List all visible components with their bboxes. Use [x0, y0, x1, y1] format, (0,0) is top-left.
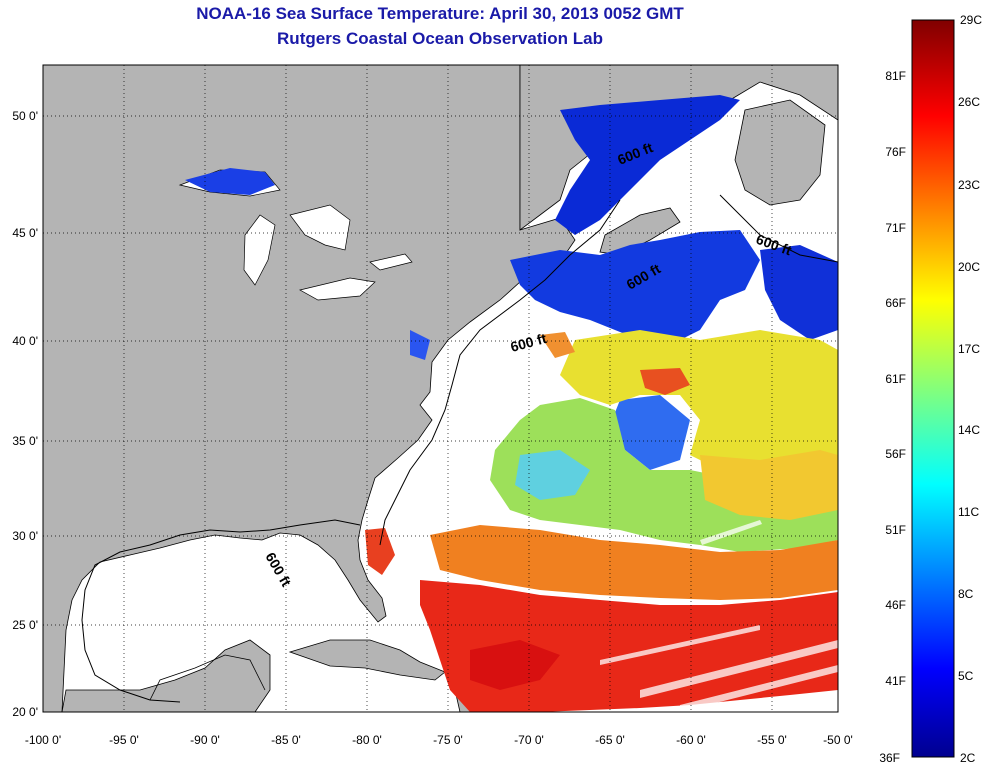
- celsius-label: 26C: [958, 95, 980, 109]
- lat-tick-label: 20 0': [12, 705, 38, 719]
- lon-tick-label: -85 0': [271, 733, 301, 747]
- fahrenheit-label: 51F: [885, 523, 906, 537]
- lat-tick-label: 25 0': [12, 618, 38, 632]
- land-north-america: [43, 65, 576, 712]
- lat-tick-label: 35 0': [12, 434, 38, 448]
- land-newfoundland: [734, 99, 826, 206]
- lon-tick-label: -50 0': [823, 733, 853, 747]
- sst-mid-waters: [490, 330, 838, 552]
- fahrenheit-label: 56F: [885, 447, 906, 461]
- colorbar: [911, 19, 955, 758]
- celsius-label: 14C: [958, 423, 980, 437]
- lon-tick-label: -60 0': [676, 733, 706, 747]
- fahrenheit-label: 36F: [879, 751, 900, 765]
- land-nova-scotia: [599, 207, 681, 256]
- lon-tick-label: -65 0': [595, 733, 625, 747]
- map-graticule: [43, 65, 838, 712]
- lon-tick-label: -95 0': [109, 733, 139, 747]
- lon-tick-label: -80 0': [352, 733, 382, 747]
- fahrenheit-label: 81F: [885, 69, 906, 83]
- sst-cold-waters: [185, 95, 838, 470]
- lat-tick-label: 40 0': [12, 334, 38, 348]
- lat-tick-label: 50 0': [12, 109, 38, 123]
- latitude-axis: 50 0' 45 0' 40 0' 35 0' 30 0' 25 0' 20 0…: [12, 109, 38, 719]
- map-frame: [42, 64, 839, 713]
- colorbar-celsius-labels: 29C 26C 23C 20C 17C 14C 11C 8C 5C 2C: [958, 13, 982, 765]
- celsius-label: 5C: [958, 669, 974, 683]
- celsius-label: 20C: [958, 260, 980, 274]
- lon-tick-label: -100 0': [25, 733, 61, 747]
- lon-tick-label: -90 0': [190, 733, 220, 747]
- celsius-label: 2C: [960, 751, 976, 765]
- map-subtitle: Rutgers Coastal Ocean Observation Lab: [277, 29, 603, 48]
- lon-tick-label: -75 0': [433, 733, 463, 747]
- fahrenheit-label: 66F: [885, 296, 906, 310]
- map-area: 600 ft 600 ft 600 ft 600 ft 600 ft: [43, 65, 838, 712]
- celsius-label: 23C: [958, 178, 980, 192]
- colorbar-fahrenheit-labels: 81F 76F 71F 66F 61F 56F 51F 46F 41F 36F: [879, 69, 906, 765]
- cloud-streaks: [600, 520, 838, 712]
- lat-tick-label: 45 0': [12, 226, 38, 240]
- sst-warm-waters: [365, 332, 838, 712]
- fahrenheit-label: 41F: [885, 674, 906, 688]
- fahrenheit-label: 46F: [885, 598, 906, 612]
- lat-tick-label: 30 0': [12, 529, 38, 543]
- isobath-600ft: [81, 194, 838, 703]
- fahrenheit-label: 71F: [885, 221, 906, 235]
- yucatan-shelf-contour: [149, 654, 266, 701]
- celsius-label: 8C: [958, 587, 974, 601]
- fahrenheit-label: 61F: [885, 372, 906, 386]
- fahrenheit-label: 76F: [885, 145, 906, 159]
- celsius-label: 29C: [960, 13, 982, 27]
- celsius-label: 17C: [958, 342, 980, 356]
- lon-tick-label: -70 0': [514, 733, 544, 747]
- celsius-label: 11C: [958, 505, 979, 519]
- map-title: NOAA-16 Sea Surface Temperature: April 3…: [196, 4, 684, 23]
- longitude-axis: -100 0' -95 0' -90 0' -85 0' -80 0' -75 …: [25, 733, 853, 747]
- lon-tick-label: -55 0': [757, 733, 787, 747]
